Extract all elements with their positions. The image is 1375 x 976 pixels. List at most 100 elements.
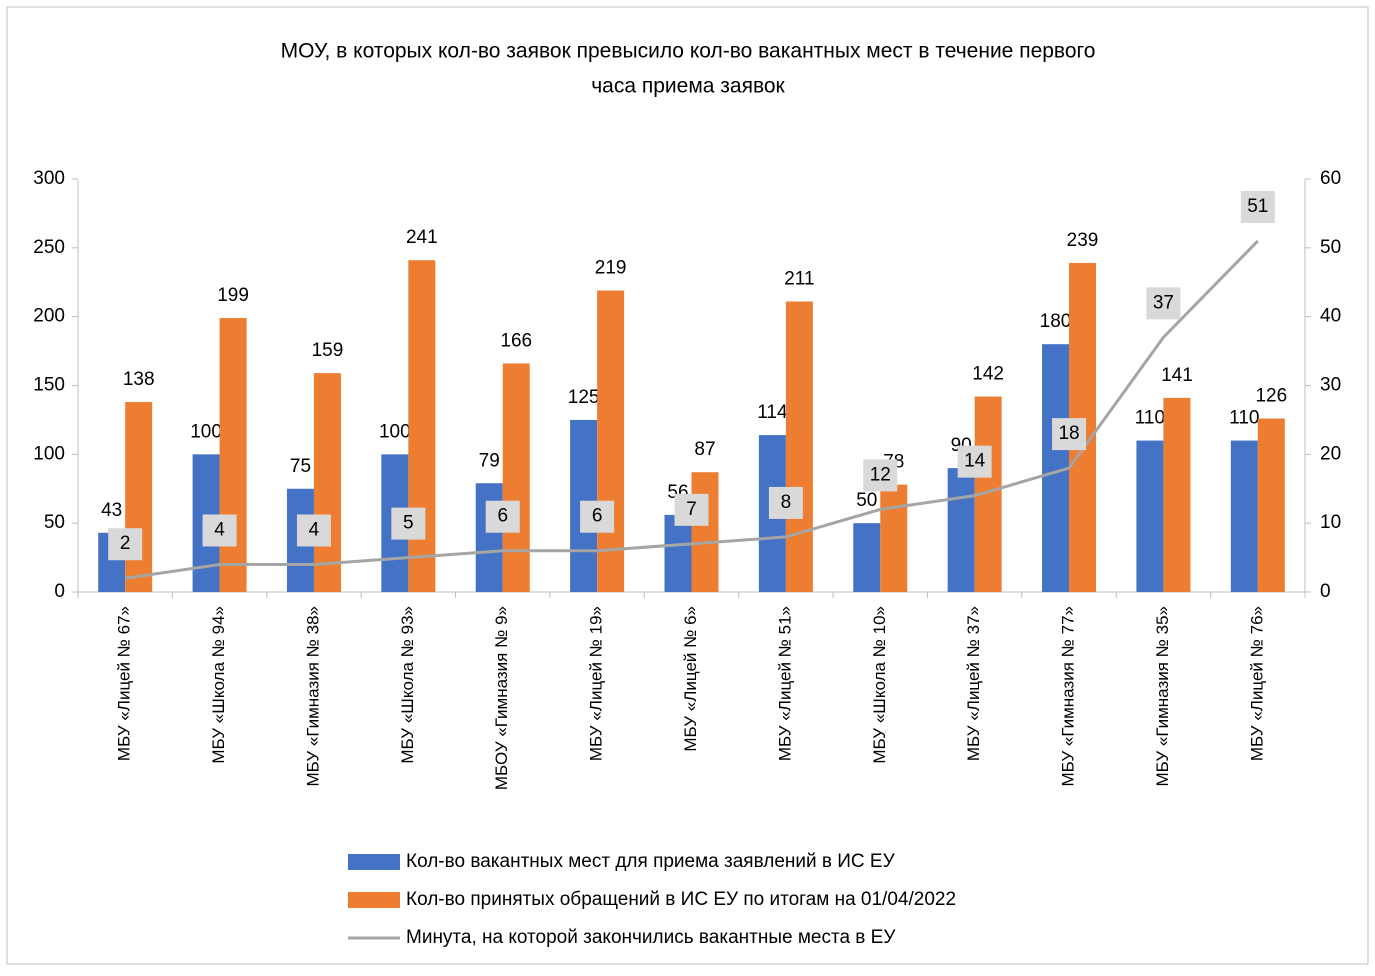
line-value-label: 4	[214, 519, 225, 540]
bar-value-label: 79	[479, 450, 500, 471]
line-label-box	[674, 493, 709, 526]
bar	[313, 373, 341, 592]
bar-value-label: 100	[379, 421, 411, 442]
x-tick-label: МБУ «Лицей № 6»	[681, 606, 700, 752]
bar	[664, 514, 692, 592]
y2-tick-label: 50	[1320, 237, 1341, 258]
bar	[597, 290, 625, 592]
legend-swatch	[348, 854, 400, 870]
bar-value-label: 126	[1255, 386, 1287, 407]
line-value-label: 51	[1247, 196, 1268, 217]
x-tick-label: МБУ «Гимназия № 38»	[303, 606, 322, 787]
line-label-box	[1146, 287, 1181, 320]
bar	[947, 468, 975, 592]
y2-tick-label: 30	[1320, 375, 1341, 396]
line-value-label: 5	[403, 513, 414, 534]
bar	[475, 483, 503, 592]
line-label-box	[1240, 190, 1275, 223]
y-tick-label: 100	[33, 443, 65, 464]
chart-title: часа приема заявок	[591, 75, 785, 98]
legend-label: Кол-во вакантных мест для приема заявлен…	[406, 851, 896, 872]
x-tick-label: МБУ «Лицей № 51»	[775, 606, 794, 761]
legend-swatch	[348, 892, 400, 908]
line-label-box	[108, 528, 143, 561]
bar-value-label: 166	[500, 330, 532, 351]
bar-value-label: 114	[757, 402, 788, 423]
bar-value-label: 141	[1161, 365, 1193, 386]
bar	[502, 363, 530, 592]
line-label-box	[1052, 418, 1087, 451]
x-tick-label: МБУ «Лицей № 76»	[1247, 606, 1266, 761]
bar	[1163, 397, 1191, 592]
x-tick-label: МБУ «Лицей № 67»	[115, 606, 134, 761]
line-value-label: 6	[497, 506, 508, 527]
bar-value-label: 50	[856, 490, 877, 511]
line-label-box	[485, 500, 520, 533]
bar-value-label: 87	[694, 439, 715, 460]
line-label-box	[296, 514, 331, 547]
y-tick-label: 50	[44, 512, 65, 533]
x-tick-label: МБУ «Лицей № 37»	[964, 606, 983, 761]
y-tick-label: 200	[33, 306, 65, 327]
line-label-box	[202, 514, 237, 547]
bar-value-label: 138	[123, 369, 155, 390]
bar	[219, 318, 247, 592]
y-tick-label: 150	[33, 375, 65, 396]
bar	[125, 402, 153, 592]
line-label-box	[957, 445, 992, 478]
x-tick-label: МБУ «Лицей № 19»	[587, 606, 606, 761]
y-tick-label: 250	[33, 237, 65, 258]
bar-value-label: 180	[1040, 311, 1072, 332]
bar-value-label: 142	[972, 364, 1004, 385]
line-value-label: 6	[592, 506, 603, 527]
line-label-box	[391, 507, 426, 540]
bar-value-label: 110	[1135, 408, 1165, 429]
chart-title: МОУ, в которых кол-во заявок превысило к…	[281, 40, 1096, 63]
bar	[1230, 440, 1258, 592]
line-value-label: 37	[1153, 292, 1174, 313]
legend-label: Кол-во принятых обращений в ИС ЕУ по ито…	[406, 889, 956, 910]
line-value-label: 7	[686, 499, 697, 520]
x-tick-label: МБОУ «Гимназия № 9»	[492, 606, 511, 790]
bar-value-label: 125	[568, 387, 600, 408]
line-value-label: 2	[120, 533, 131, 554]
line-value-label: 4	[309, 519, 320, 540]
bar-value-label: 110	[1229, 408, 1259, 429]
bar-value-label: 199	[217, 285, 249, 306]
bar-value-label: 159	[312, 340, 344, 361]
bar	[1136, 440, 1164, 592]
legend-label: Минута, на которой закончились вакантные…	[406, 927, 896, 948]
y2-tick-label: 0	[1320, 581, 1331, 602]
line-label-box	[768, 486, 803, 519]
bar-value-label: 75	[290, 456, 311, 477]
line-value-label: 8	[781, 492, 792, 513]
y2-tick-label: 40	[1320, 306, 1341, 327]
bar-value-label: 43	[101, 500, 122, 521]
x-tick-label: МБУ «Школа № 94»	[209, 606, 228, 764]
bar-value-label: 239	[1067, 230, 1099, 251]
line-label-box	[580, 500, 615, 533]
bar-value-label: 241	[406, 227, 438, 248]
line-value-label: 18	[1058, 423, 1079, 444]
bar	[408, 260, 436, 592]
x-tick-label: МБУ «Школа № 10»	[870, 606, 889, 764]
bar	[853, 523, 881, 592]
x-tick-label: МБУ «Гимназия № 77»	[1059, 606, 1078, 787]
bar-value-label: 219	[595, 258, 627, 279]
bar	[880, 484, 908, 592]
bar-value-label: 100	[190, 421, 222, 442]
line-label-box	[863, 459, 898, 492]
bar	[691, 472, 719, 592]
y2-tick-label: 60	[1320, 168, 1341, 189]
y-tick-label: 0	[54, 581, 65, 602]
y2-tick-label: 10	[1320, 512, 1341, 533]
line-series	[124, 239, 1259, 580]
bar	[785, 301, 813, 592]
y-tick-label: 300	[33, 168, 65, 189]
x-tick-label: МБУ «Школа № 93»	[398, 606, 417, 764]
line-value-label: 14	[964, 451, 986, 472]
line-value-label: 12	[870, 464, 891, 485]
bar-value-label: 211	[784, 269, 814, 290]
bar	[1257, 418, 1285, 592]
